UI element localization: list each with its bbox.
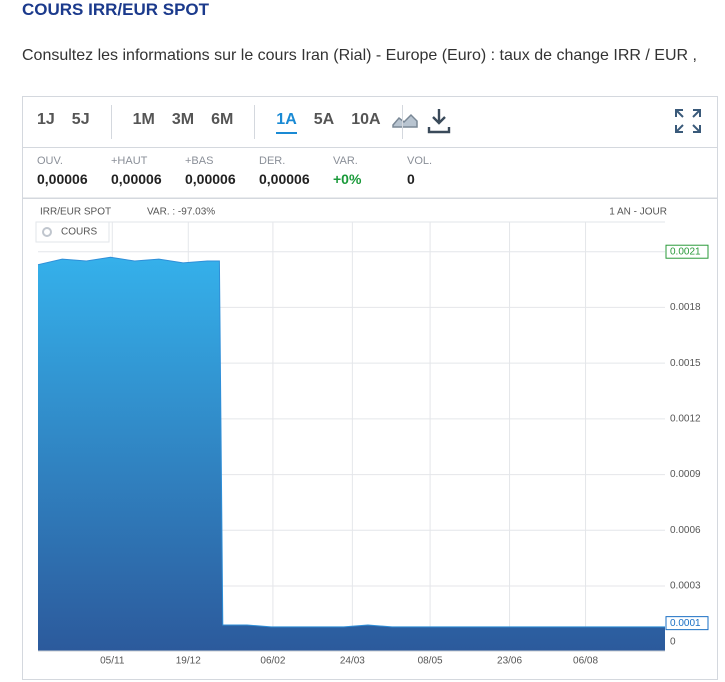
y-tick-label: 0.0012 [670,413,701,424]
variation-label: VAR. : -97.03% [147,207,215,218]
x-tick-label: 24/03 [340,656,365,667]
y-tick-label: 0 [670,636,676,647]
stat-value: 0,00006 [37,171,88,187]
chart-type-icon[interactable] [391,109,419,133]
download-icon[interactable] [426,107,452,135]
y-tick-label: 0.0006 [670,525,701,536]
y-tick-label: 0.0018 [670,302,701,313]
period-button[interactable]: 5A [313,111,335,128]
chart-widget: 1J 5J 1M 3M 6M 1A 5A 10A OUV. 0,00006 +HAUT 0,0000… [22,96,718,680]
stat-label: OUV. [37,155,63,167]
stat-value: 0,00006 [111,171,162,187]
stat-label: VAR. [333,155,358,167]
period-button[interactable]: 1J [37,111,55,128]
price-tag [665,244,709,259]
toolbar: 1J 5J 1M 3M 6M 1A 5A 10A [23,97,717,148]
toolbar-separator [401,105,403,139]
period-button[interactable]: 5J [71,111,90,128]
stat-value: 0,00006 [259,171,310,187]
price-tag-label: 0.0001 [670,618,701,629]
x-tick-label: 19/12 [176,656,201,667]
stat-label: +HAUT [111,155,148,167]
period-button[interactable]: 6M [211,111,234,128]
price-tag [665,616,709,631]
legend-gear [42,227,52,237]
line [37,256,665,628]
x-tick-label: 06/02 [260,656,285,667]
y-tick-label: 0.0009 [670,469,701,480]
description: Consultez les informations sur le cours … [22,47,697,64]
period-button[interactable]: 1M [132,111,155,128]
x-tick-label: 05/11 [100,656,125,667]
stat-value: +0% [333,171,362,187]
stat-value: 0,00006 [185,171,236,187]
page-title: COURS IRR/EUR SPOT [22,0,210,19]
stat-label: VOL. [407,155,433,167]
instrument-label: IRR/EUR SPOT [40,207,111,218]
x-tick-label: 23/06 [497,656,522,667]
x-tick-label: 08/05 [418,656,443,667]
period-label: 1 AN - JOUR [609,207,667,218]
legend-label: COURS [61,227,97,238]
area [38,257,665,651]
x-tick-label: 06/08 [573,656,598,667]
price-tag-label: 0.0021 [670,246,701,257]
toolbar-separator [254,105,256,139]
toolbar-separator [110,105,112,139]
period-button[interactable]: 3M [171,111,195,128]
y-tick-label: 0.0015 [670,358,701,369]
period-button[interactable]: 10A [351,111,381,128]
period-button[interactable]: 1A [276,111,297,134]
stat-label: DER. [259,155,286,167]
stats-row: OUV. 0,00006 +HAUT 0,00006 +BAS 0,00006 DER. 0,… [23,147,717,199]
stat-value: 0 [407,171,415,187]
y-tick-label: 0.0003 [670,581,701,592]
fullscreen-icon[interactable] [673,107,703,135]
stat-label: +BAS [185,155,214,167]
